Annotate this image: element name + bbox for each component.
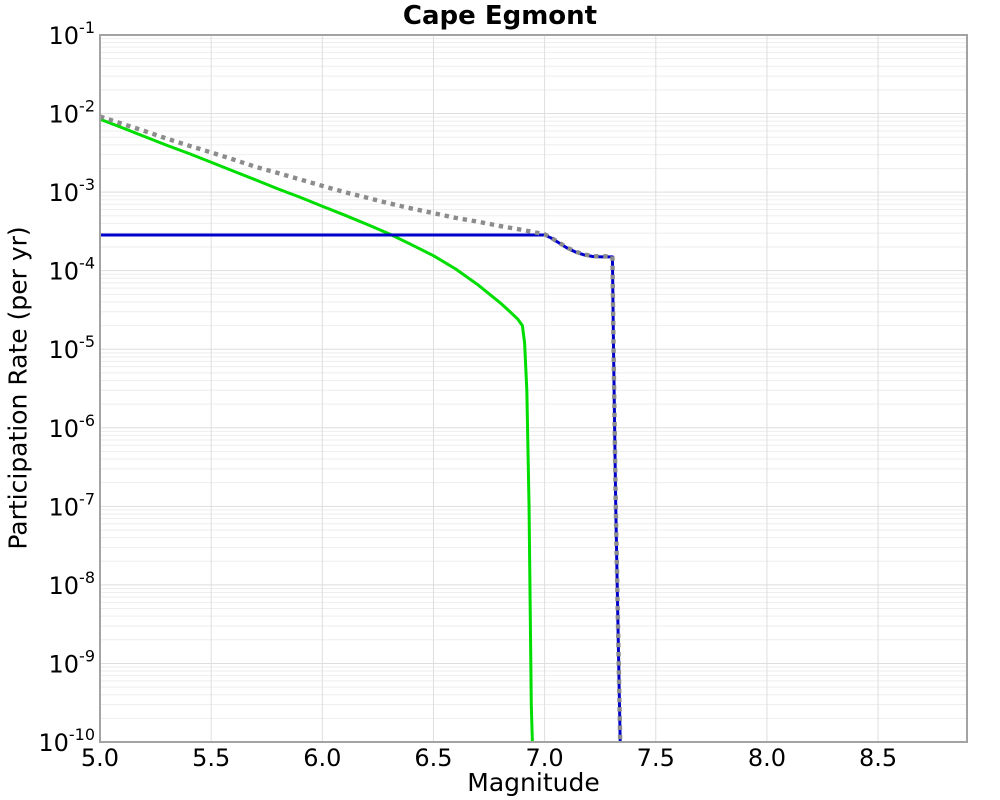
x-tick-label: 6.5 bbox=[414, 744, 452, 772]
x-tick-label: 5.0 bbox=[81, 744, 119, 772]
y-tick-label: 10-9 bbox=[49, 646, 96, 678]
y-tick-label: 10-3 bbox=[49, 175, 96, 207]
y-tick-labels: 10-1 10-2 10-3 10-4 10-5 10-6 10-7 10-8 10-9 10-1… bbox=[38, 18, 95, 757]
y-tick-label: 10-10 bbox=[38, 725, 95, 757]
y-tick-label: 10-2 bbox=[49, 97, 96, 129]
y-tick-label: 10-8 bbox=[49, 568, 96, 600]
y-tick-label: 10-7 bbox=[49, 489, 96, 521]
x-tick-label: 5.5 bbox=[192, 744, 230, 772]
x-tick-label: 7.0 bbox=[526, 744, 564, 772]
grid-major-lines bbox=[100, 35, 967, 742]
plot-background bbox=[100, 35, 967, 742]
x-tick-label: 8.5 bbox=[859, 744, 897, 772]
x-tick-label: 7.5 bbox=[637, 744, 675, 772]
gray-dotted-curve bbox=[100, 114, 623, 742]
x-tick-label: 8.0 bbox=[748, 744, 786, 772]
y-tick-label: 10-1 bbox=[49, 18, 96, 50]
y-tick-label: 10-6 bbox=[49, 411, 96, 443]
x-tick-labels: 5.0 5.5 6.0 6.5 7.0 7.5 8.0 8.5 bbox=[81, 744, 897, 772]
y-tick-label: 10-4 bbox=[49, 254, 96, 286]
grid-minor-lines bbox=[100, 38, 967, 719]
x-tick-label: 6.0 bbox=[303, 744, 341, 772]
chart-title: Cape Egmont bbox=[402, 1, 598, 31]
y-axis-label: Participation Rate (per yr) bbox=[3, 226, 33, 550]
x-axis-label: Magnitude bbox=[467, 768, 600, 797]
y-tick-label: 10-5 bbox=[49, 332, 96, 364]
series-lines bbox=[100, 114, 623, 742]
plot-border bbox=[99, 34, 968, 743]
